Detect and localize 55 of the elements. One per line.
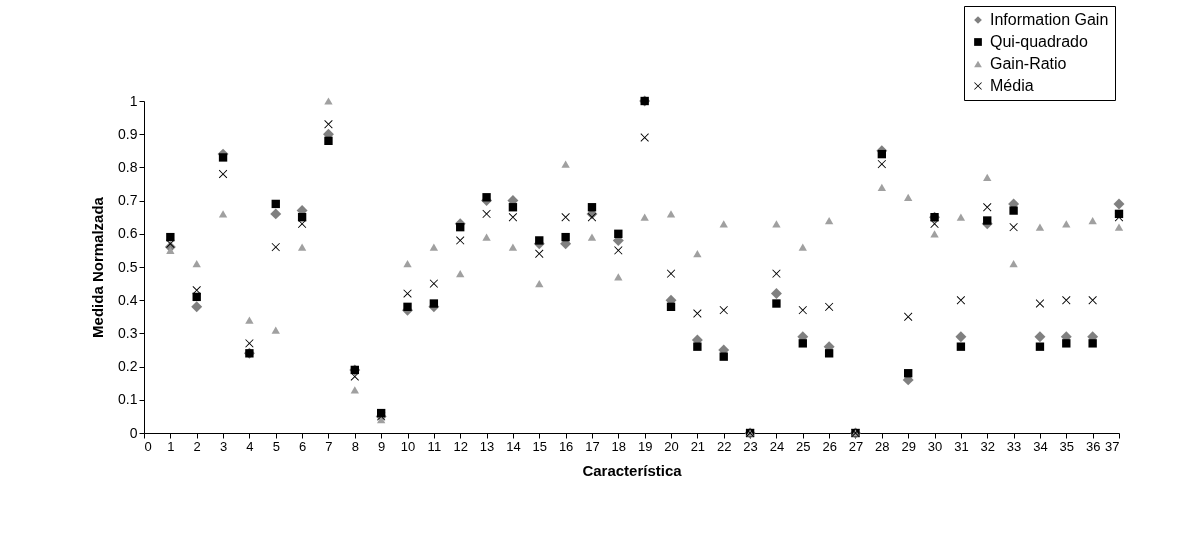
y-tick-label: 0.9 <box>118 125 138 142</box>
x-tick-label: 1 <box>167 438 175 454</box>
y-tick-label: 0.1 <box>118 391 138 408</box>
x-tick-label: 13 <box>479 438 495 454</box>
y-tick-label: 0.4 <box>118 291 138 308</box>
x-tick-label: 31 <box>954 438 969 454</box>
x-tick-label: 14 <box>506 438 521 454</box>
x-tick-label: 3 <box>219 438 228 454</box>
x-tick-label: 35 <box>1059 438 1075 454</box>
x-tick-label: 29 <box>901 438 916 454</box>
x-tick-label: 30 <box>927 438 943 454</box>
legend-label: Qui-quadrado <box>990 33 1088 50</box>
x-tick-label: 15 <box>532 438 547 454</box>
x-tick-label: 8 <box>351 438 359 454</box>
x-tick-label: 37 <box>1105 438 1120 454</box>
legend-label: Média <box>990 77 1034 94</box>
y-tick-label: 0.5 <box>118 258 138 275</box>
legend-label: Gain-Ratio <box>990 55 1067 72</box>
y-tick-label: 0.7 <box>118 192 138 209</box>
y-tick-label: 0.2 <box>118 358 138 375</box>
x-tick-label: 23 <box>743 438 758 454</box>
x-tick-label: 18 <box>611 438 627 454</box>
x-tick-label: 17 <box>585 438 600 454</box>
x-tick-label: 12 <box>453 438 468 454</box>
x-tick-label: 28 <box>875 438 890 454</box>
y-tick-label: 1 <box>129 92 138 109</box>
x-tick-label: 21 <box>690 438 706 454</box>
y-axis-title: Medida Normalzada <box>89 196 107 338</box>
x-axis-title: Característica <box>582 461 683 479</box>
x-tick-label: 24 <box>769 438 785 454</box>
x-tick-label: 9 <box>378 438 386 454</box>
x-tick-label: 4 <box>246 438 254 454</box>
y-tick-label: 0.6 <box>118 225 138 242</box>
legend-label: Information Gain <box>990 11 1109 28</box>
x-tick-label: 6 <box>298 438 307 454</box>
x-tick-label: 19 <box>637 438 653 454</box>
y-tick-label: 0 <box>129 424 138 441</box>
x-tick-label: 16 <box>558 438 574 454</box>
x-tick-label: 20 <box>664 438 679 454</box>
x-tick-label: 27 <box>848 438 864 454</box>
x-tick-label: 11 <box>427 438 442 454</box>
x-tick-label: 34 <box>1033 438 1048 454</box>
x-tick-label: 2 <box>193 438 201 454</box>
x-tick-label: 0 <box>144 438 152 454</box>
x-tick-label: 32 <box>980 438 995 454</box>
x-tick-label: 25 <box>796 438 811 454</box>
y-tick-label: 0.8 <box>118 158 138 175</box>
x-tick-label: 7 <box>325 438 333 454</box>
x-tick-label: 33 <box>1006 438 1022 454</box>
x-tick-label: 36 <box>1085 438 1101 454</box>
x-tick-label: 22 <box>717 438 732 454</box>
y-tick-label: 0.3 <box>118 324 138 341</box>
x-tick-label: 26 <box>822 438 837 454</box>
x-tick-label: 5 <box>272 438 280 454</box>
x-tick-label: 10 <box>400 438 416 454</box>
